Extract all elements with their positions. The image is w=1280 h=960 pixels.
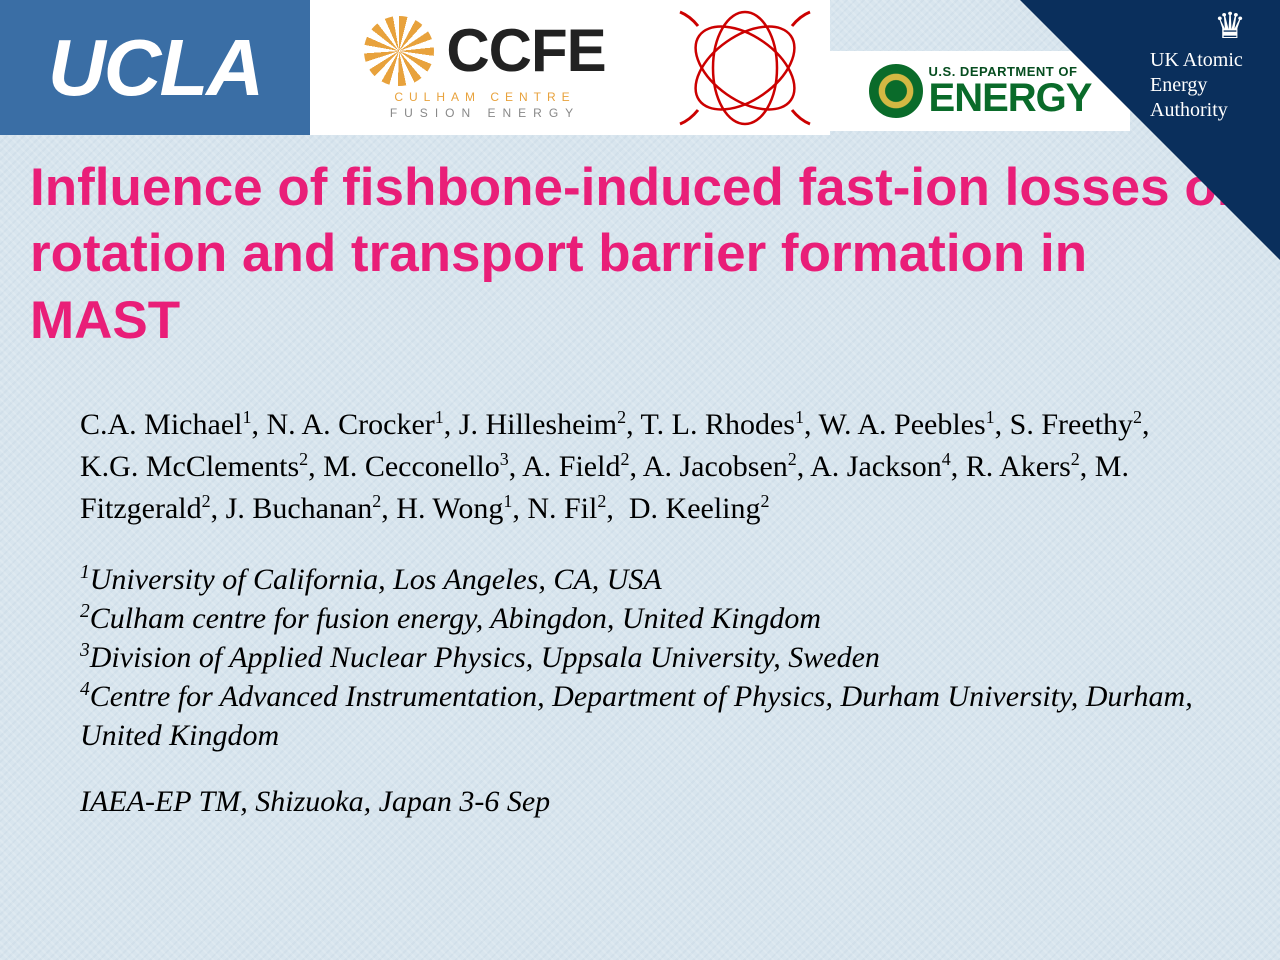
ccfe-subtitle-2: FUSION ENERGY [390, 106, 580, 120]
affiliations-list: 1University of California, Los Angeles, … [0, 530, 1280, 755]
doe-seal-icon [869, 64, 923, 118]
author-list: C.A. Michael1, N. A. Crocker1, J. Hilles… [0, 364, 1280, 530]
conference-line: IAEA-EP TM, Shizuoka, Japan 3-6 Sep [0, 755, 1280, 819]
affiliation-line: 4Centre for Advanced Instrumentation, De… [80, 677, 1210, 755]
logo-ccfe: CCFE CULHAM CENTRE FUSION ENERGY [310, 0, 660, 135]
affiliation-line: 2Culham centre for fusion energy, Abingd… [80, 599, 1210, 638]
ccfe-subtitle-1: CULHAM CENTRE [394, 90, 575, 104]
affiliation-line: 3Division of Applied Nuclear Physics, Up… [80, 638, 1210, 677]
ccfe-text: CCFE [446, 16, 605, 85]
ccfe-swirl-icon [364, 16, 434, 86]
ukaea-line3: Authority [1150, 98, 1270, 123]
corner-ukaea: ♛ UK Atomic Energy Authority [1150, 8, 1270, 123]
tokamak-icon [670, 8, 820, 128]
logo-tokamak [660, 0, 830, 135]
logo-ucla: UCLA [0, 0, 310, 135]
ukaea-line2: Energy [1150, 73, 1270, 98]
ucla-text: UCLA [48, 22, 262, 114]
affiliation-line: 1University of California, Los Angeles, … [80, 560, 1210, 599]
crown-crest-icon: ♛ [1205, 8, 1255, 44]
ukaea-line1: UK Atomic [1150, 48, 1270, 73]
logo-strip: UCLA CCFE CULHAM CENTRE FUSION ENERGY U.… [0, 0, 1280, 135]
